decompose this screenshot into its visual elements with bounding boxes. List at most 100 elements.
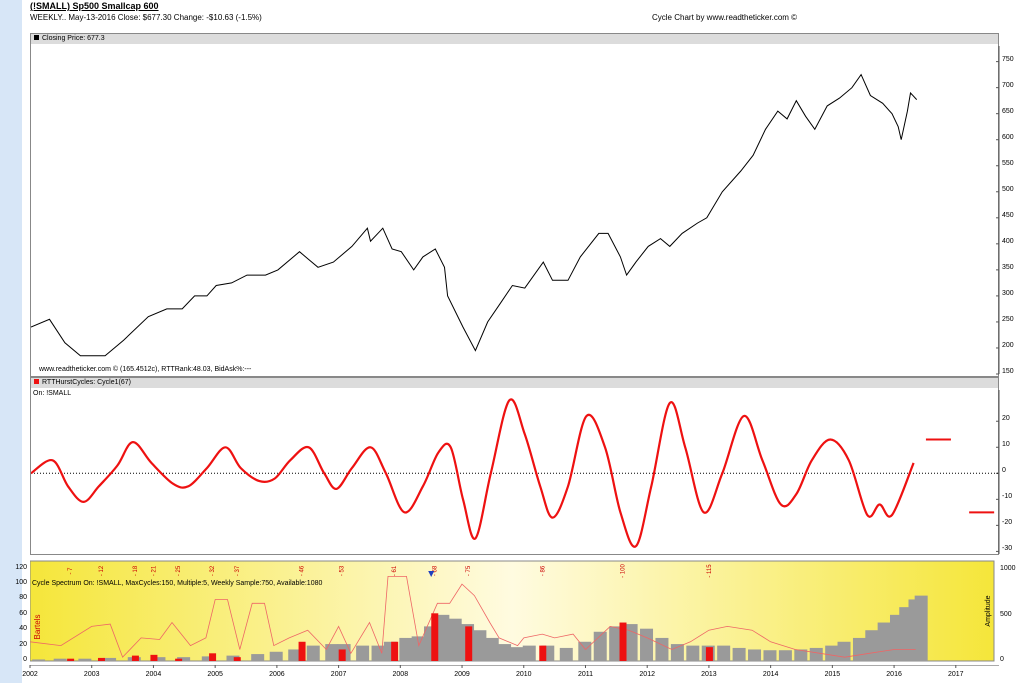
spectrum-gray-bar — [670, 644, 684, 661]
x-axis-tick-label: 2016 — [886, 671, 902, 678]
spectrum-gray-bar — [717, 645, 731, 661]
cycle-length-label: - 46 — [300, 565, 306, 576]
x-axis-tick-label: 2007 — [331, 671, 347, 678]
cycle-y-tick-label: -10 — [1002, 493, 1013, 501]
spectrum-gray-bar — [325, 644, 339, 661]
amplitude-axis-title: Amplitude — [985, 595, 992, 626]
bartels-tick-label: 20 — [19, 640, 27, 648]
x-axis-tick-label: 2003 — [84, 671, 100, 678]
spectrum-gray-bar — [356, 645, 370, 661]
spectrum-red-bar — [131, 655, 139, 661]
spectrum-gray-bar — [732, 647, 746, 661]
x-axis-tick-label: 2002 — [22, 671, 38, 678]
price-y-tick-label: 450 — [1002, 211, 1014, 219]
spectrum-red-bar — [97, 657, 105, 661]
spectrum-gray-bar — [251, 654, 265, 661]
spectrum-gray-bar — [763, 650, 777, 661]
spectrum-red-bar — [150, 654, 158, 661]
cycle-length-label: - 115 — [707, 564, 713, 578]
legend-swatch-black — [34, 35, 39, 40]
bartels-axis-title: Bartels — [33, 615, 42, 640]
spectrum-gray-bar — [877, 622, 891, 661]
spectrum-red-bar — [705, 647, 713, 661]
spectrum-gray-bar — [640, 628, 654, 661]
spectrum-red-bar — [539, 645, 547, 661]
spectrum-gray-bar — [306, 645, 320, 661]
cycle-length-label: - 100 — [621, 564, 627, 578]
spectrum-gray-bar — [226, 655, 240, 661]
spectrum-red-bar — [233, 657, 241, 661]
bartels-line — [30, 575, 916, 658]
bartels-tick-label: 80 — [19, 594, 27, 602]
spectrum-chart: - 7 - 12 - 18 - 21 - 25 - 32 - 37 - 46 - 53 - 61 -… — [30, 560, 995, 662]
cycle-length-label: - 61 — [392, 565, 398, 576]
spectrum-gray-bar — [655, 637, 669, 661]
spectrum-gray-bar — [269, 651, 283, 661]
cycle-length-label: - 32 — [210, 565, 216, 576]
spectrum-gray-bar — [865, 630, 879, 661]
spectrum-gray-bar — [686, 645, 700, 661]
spectrum-gray-bar — [399, 637, 413, 661]
chart-credit: Cycle Chart by www.readtheticker.com © — [652, 13, 798, 22]
spectrum-gray-bar — [510, 647, 524, 661]
price-panel: Closing Price: 677.3 www.readtheticker.c… — [30, 33, 1000, 377]
x-axis-tick-label: 2004 — [146, 671, 162, 678]
spectrum-red-bar — [67, 658, 75, 661]
legend-swatch-red — [34, 379, 39, 384]
x-axis-tick-label: 2014 — [763, 671, 779, 678]
price-y-tick-label: 400 — [1002, 237, 1014, 245]
spectrum-red-bar — [391, 641, 399, 661]
left-window-edge — [0, 0, 22, 683]
spectrum-gray-bar — [288, 649, 302, 661]
cycle-sublabel: On: !SMALL — [33, 390, 72, 397]
cycle-length-label: - 37 — [235, 565, 241, 576]
x-axis-tick-label: 2015 — [825, 671, 841, 678]
spectrum-gray-bar — [103, 657, 117, 661]
cycle-y-tick-label: -20 — [1002, 519, 1013, 527]
peak-marker-icon — [428, 571, 435, 577]
price-legend: Closing Price: 677.3 — [31, 34, 998, 44]
bartels-tick-label: 0 — [23, 656, 27, 663]
price-y-tick-label: 150 — [1002, 368, 1014, 375]
spectrum-red-bar — [175, 658, 183, 661]
spectrum-gray-bar — [748, 649, 762, 661]
bartels-tick-label: 60 — [19, 609, 27, 617]
bartels-tick-label: 100 — [15, 579, 27, 587]
spectrum-gray-bar — [825, 645, 839, 661]
price-y-tick-label: 250 — [1002, 315, 1014, 323]
x-axis-tick-label: 2011 — [578, 671, 593, 678]
spectrum-gray-bar — [578, 641, 592, 661]
cycle-length-label: - 25 — [176, 565, 182, 576]
cycle-legend: RTTHurstCycles: Cycle1(67) — [31, 378, 998, 388]
price-footer: www.readtheticker.com © (165.4512c), RTT… — [38, 365, 252, 373]
spectrum-gray-bar — [778, 650, 792, 661]
spectrum-red-bar — [338, 649, 346, 661]
cycle-series-line — [31, 398, 915, 548]
spectrum-background — [30, 560, 995, 662]
cycle-length-label: - 86 — [540, 565, 546, 576]
spectrum-gray-bar — [794, 649, 808, 661]
chart-title[interactable]: (!SMALL) Sp500 Smallcap 600 — [30, 1, 159, 11]
price-y-tick-label: 200 — [1002, 341, 1014, 349]
spectrum-gray-bar — [177, 657, 191, 661]
spectrum-gray-bar — [609, 626, 623, 661]
price-y-tick-label: 500 — [1002, 185, 1014, 193]
spectrum-gray-bar — [152, 657, 166, 661]
x-axis-tick-label: 2017 — [948, 671, 964, 678]
price-series-line — [31, 73, 918, 357]
spectrum-gray-bar — [522, 645, 536, 661]
spectrum-gray-bar — [448, 618, 462, 661]
x-axis-tick-label: 2012 — [639, 671, 655, 678]
spectrum-gray-bar — [852, 637, 866, 661]
quote-summary: WEEKLY.. May-13-2016 Close: $677.30 Chan… — [30, 13, 262, 22]
cycle-length-label: - 7 — [68, 567, 74, 575]
price-y-tick-label: 350 — [1002, 263, 1014, 271]
price-y-tick-label: 600 — [1002, 133, 1014, 141]
cycle-length-label: - 18 — [133, 565, 139, 576]
spectrum-gray-bar — [473, 630, 487, 661]
spectrum-gray-bar — [201, 656, 215, 661]
spectrum-gray-bar — [53, 658, 67, 661]
price-y-tick-label: 550 — [1002, 159, 1014, 167]
amplitude-tick-label: 500 — [1000, 610, 1012, 618]
x-axis-tick-label: 2013 — [701, 671, 717, 678]
